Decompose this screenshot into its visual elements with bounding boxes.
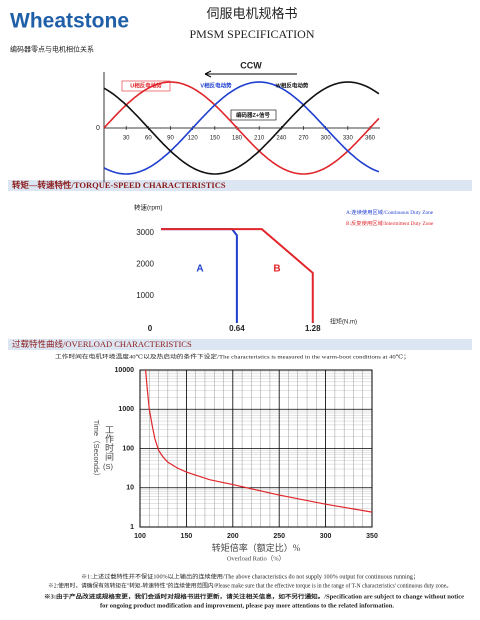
phase-caption: 编码器零点与电机相位关系 <box>10 45 94 54</box>
x-tick-label: 180 <box>232 136 243 142</box>
legend-entry: A:连续使用区域/Continuous Duty Zone <box>346 208 434 216</box>
x-tick-label: 90 <box>167 136 174 142</box>
phase-curve <box>103 81 380 175</box>
logo: Wheatstone <box>10 10 129 33</box>
y-tick-label: 1000 <box>118 406 134 413</box>
x-tick-label: 1.28 <box>305 324 321 333</box>
x-tick-label: 300 <box>321 136 332 142</box>
x-tick-label: 120 <box>188 136 199 142</box>
section-band <box>8 180 472 191</box>
phase-curve <box>103 81 380 175</box>
section-band <box>8 339 472 350</box>
y-axis-label: 转速(rpm) <box>134 203 163 212</box>
label-box <box>121 80 171 92</box>
x-axis-label: 转矩倍率（额定比）% <box>212 542 301 553</box>
x-tick-label: 210 <box>254 136 265 142</box>
y-tick-label: 100 <box>122 445 134 452</box>
x-tick-label: 250 <box>273 533 285 540</box>
x-tick-label: 270 <box>298 136 309 142</box>
y-tick-label: 10 <box>126 485 134 492</box>
notes: ※1:上述过载特性并不保证100%以上输出的连续使用/The above cha… <box>44 572 464 609</box>
curve-label: V相反电动势 <box>200 81 232 89</box>
y-axis-label: 工作时间 <box>104 425 114 462</box>
phase-diagram: 0 30 60 90 120 150 180 210 240 270 300 330 360 U相反电动势… <box>96 60 380 182</box>
x-tick-label: 0 <box>148 324 153 333</box>
curve-label: U相反电动势 <box>130 81 162 89</box>
y-tick-label: 3000 <box>136 228 154 237</box>
footnote: for ongoing product modification and imp… <box>100 603 395 609</box>
plot-frame <box>139 369 373 528</box>
zone-label: A <box>196 264 203 275</box>
y-tick-label: 2000 <box>136 260 154 269</box>
x-tick-label: 100 <box>134 533 146 540</box>
footnote: ※3:由于产品改进或规格变更，我们会适时对规格书进行更新，请关注相关信息，如不另… <box>44 592 464 600</box>
doc-subtitle: PMSM SPECIFICATION <box>189 27 314 41</box>
y-tick-label: 10000 <box>115 367 135 374</box>
y-axis-label: Time（Seconds） <box>92 420 101 481</box>
speed-curve <box>161 228 314 323</box>
direction-label: CCW <box>240 60 262 70</box>
zone-label: B <box>273 264 280 275</box>
x-axis-label: 扭矩(N.m) <box>330 318 357 326</box>
y-tick-label: 1 <box>130 524 134 531</box>
x-tick-label: 30 <box>123 136 130 142</box>
doc-title: 伺服电机规格书 <box>206 6 297 21</box>
y-axis-unit: (S) <box>103 462 114 471</box>
origin-label: 0 <box>96 125 100 132</box>
label-box <box>230 109 277 121</box>
overload-curve <box>145 369 373 513</box>
section-title: 过载特性曲线/OVERLOAD CHARACTERISTICS <box>12 339 192 349</box>
phase-curve <box>103 81 380 175</box>
x-tick-label: 300 <box>320 533 332 540</box>
x-tick-label: 350 <box>366 533 378 540</box>
y-tick-label: 1000 <box>136 291 154 300</box>
section-title: 转矩—转速特性/TORQUE-SPEED CHARACTERISTICS <box>12 180 226 190</box>
x-tick-label: 150 <box>181 533 193 540</box>
x-tick-label: 330 <box>343 136 354 142</box>
encoder-label: 编码器Z+信号 <box>236 111 271 119</box>
legend-entry: B:反复使用区域/Intermittent Duty Zone <box>346 219 434 227</box>
overload-note: 工作时间在电机环境温度40℃以及热启动的条件下设定/The characteri… <box>55 352 410 360</box>
torque-speed-chart: 转速(rpm) 扭矩(N.m) 1000 2000 3000 0 0.64 1.28 A B A:连… <box>134 203 434 333</box>
x-tick-label: 360 <box>365 136 376 142</box>
x-tick-label: 60 <box>145 136 152 142</box>
x-tick-label: 150 <box>210 136 221 142</box>
speed-curve <box>161 228 238 323</box>
direction-arrow <box>204 70 297 78</box>
curve-label: W相反电动势 <box>276 81 309 89</box>
x-tick-label: 200 <box>227 533 239 540</box>
x-axis-label: Overload Ratio（%） <box>227 554 285 562</box>
footnote: ※2:使用时，请确保有效转矩在"转矩-转速特性"的连续使用范围内/Please … <box>48 581 452 589</box>
x-tick-label: 240 <box>276 136 287 142</box>
footnote: ※1:上述过载特性并不保证100%以上输出的连续使用/The above cha… <box>81 572 419 580</box>
x-tick-label: 0.64 <box>229 324 245 333</box>
overload-chart: 1 10 100 1000 10000 100 150 200 250 300 350 工作时间Tim… <box>92 367 378 563</box>
